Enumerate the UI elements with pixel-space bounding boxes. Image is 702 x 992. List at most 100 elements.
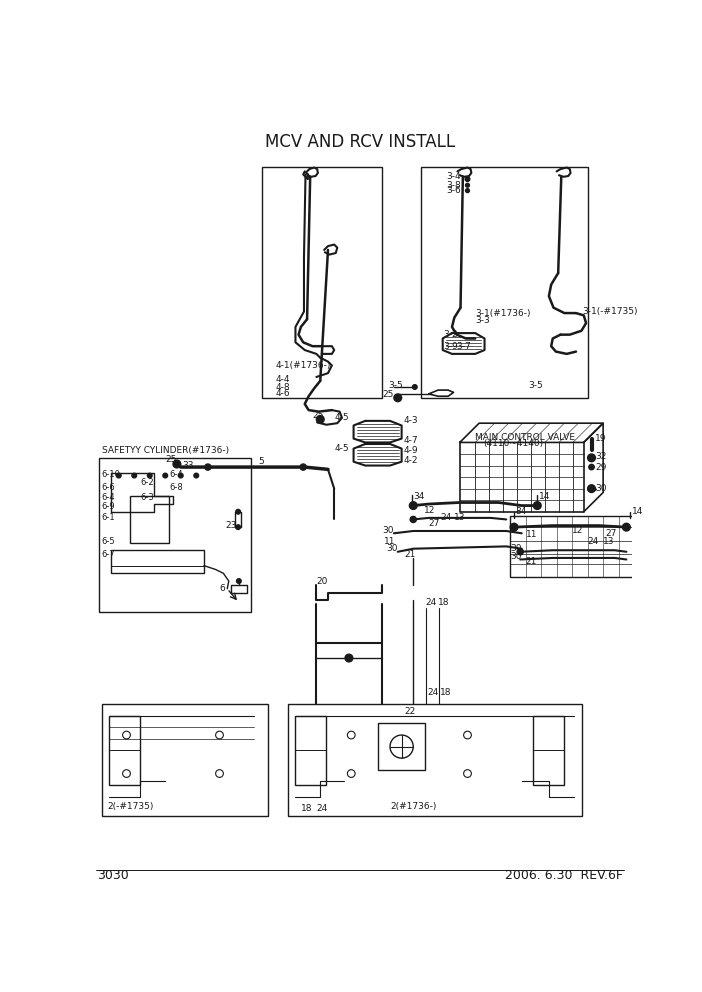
Text: 6-8: 6-8 bbox=[169, 482, 183, 492]
Bar bbox=[110, 716, 140, 785]
Bar bbox=[262, 167, 383, 398]
Text: 14: 14 bbox=[632, 507, 643, 516]
Circle shape bbox=[413, 385, 417, 389]
Text: 6-9: 6-9 bbox=[102, 502, 115, 511]
Text: 4-9: 4-9 bbox=[404, 445, 418, 454]
Circle shape bbox=[588, 454, 595, 461]
Text: 25: 25 bbox=[312, 411, 324, 420]
Text: 24: 24 bbox=[425, 598, 437, 607]
Text: SAFETYY CYLINDER(#1736-): SAFETYY CYLINDER(#1736-) bbox=[102, 445, 229, 454]
Text: 5: 5 bbox=[258, 457, 264, 466]
Circle shape bbox=[237, 578, 241, 583]
Text: 30: 30 bbox=[386, 545, 397, 554]
Text: 4-5: 4-5 bbox=[334, 414, 349, 423]
Text: 6-7: 6-7 bbox=[102, 550, 115, 558]
Text: 4-3: 4-3 bbox=[404, 417, 418, 426]
Text: 24: 24 bbox=[440, 514, 451, 523]
Text: 21: 21 bbox=[526, 558, 537, 566]
Text: 27: 27 bbox=[429, 519, 440, 528]
Text: 18: 18 bbox=[440, 688, 452, 697]
Text: 30: 30 bbox=[383, 527, 394, 536]
Text: 3-3: 3-3 bbox=[475, 316, 490, 325]
Text: 6-2: 6-2 bbox=[140, 478, 154, 487]
Circle shape bbox=[163, 473, 168, 478]
Text: 24: 24 bbox=[428, 688, 439, 697]
Bar bbox=[534, 716, 564, 785]
Text: 22: 22 bbox=[404, 707, 415, 716]
Text: 3-2: 3-2 bbox=[444, 330, 458, 339]
Text: 25: 25 bbox=[383, 390, 394, 399]
Text: 6-5: 6-5 bbox=[102, 537, 115, 546]
Circle shape bbox=[236, 510, 240, 514]
Bar bbox=[510, 516, 649, 577]
Circle shape bbox=[410, 517, 416, 523]
Circle shape bbox=[623, 524, 630, 531]
Text: 18: 18 bbox=[438, 598, 449, 607]
Circle shape bbox=[132, 473, 137, 478]
Text: 3-6: 3-6 bbox=[446, 186, 461, 195]
Text: 4-6: 4-6 bbox=[275, 390, 290, 399]
Bar bbox=[131, 496, 169, 543]
Text: 13: 13 bbox=[453, 514, 465, 523]
Circle shape bbox=[465, 184, 470, 187]
Text: 13: 13 bbox=[603, 537, 615, 546]
Circle shape bbox=[147, 473, 152, 478]
Text: 3-9: 3-9 bbox=[444, 341, 458, 351]
Text: 3-1(-#1735): 3-1(-#1735) bbox=[582, 308, 637, 316]
Text: 20: 20 bbox=[317, 576, 328, 585]
Bar bbox=[288, 704, 582, 815]
Circle shape bbox=[205, 464, 211, 470]
Text: 4-5: 4-5 bbox=[334, 444, 349, 453]
Text: 21: 21 bbox=[404, 550, 416, 558]
Text: MCV AND RCV INSTALL: MCV AND RCV INSTALL bbox=[265, 133, 455, 151]
Circle shape bbox=[465, 177, 470, 182]
Circle shape bbox=[517, 549, 523, 555]
Text: 2006. 6.30  REV.6F: 2006. 6.30 REV.6F bbox=[505, 869, 623, 883]
Text: 11: 11 bbox=[526, 531, 537, 540]
Text: 4-1(#1736-): 4-1(#1736-) bbox=[275, 361, 331, 370]
Text: 32: 32 bbox=[595, 451, 607, 461]
Circle shape bbox=[178, 473, 183, 478]
Text: 3-8: 3-8 bbox=[446, 181, 461, 189]
Text: (4110~4140): (4110~4140) bbox=[483, 439, 543, 448]
Text: 3-1(#1736-): 3-1(#1736-) bbox=[475, 309, 531, 317]
Text: 6: 6 bbox=[220, 584, 225, 593]
Bar bbox=[378, 723, 425, 770]
Text: 24: 24 bbox=[317, 804, 328, 812]
Bar bbox=[421, 167, 588, 398]
Text: 34: 34 bbox=[413, 492, 425, 501]
Text: 24: 24 bbox=[588, 537, 599, 546]
Text: 2(#1736-): 2(#1736-) bbox=[390, 803, 437, 811]
Circle shape bbox=[588, 485, 595, 492]
Text: 3-5: 3-5 bbox=[528, 381, 543, 390]
Text: 14: 14 bbox=[539, 492, 550, 501]
Text: 27: 27 bbox=[605, 529, 617, 538]
Text: 6-10: 6-10 bbox=[102, 470, 121, 479]
Circle shape bbox=[534, 502, 541, 510]
Text: 30: 30 bbox=[510, 552, 522, 560]
Text: 4-7: 4-7 bbox=[404, 436, 418, 445]
Text: 3-4: 3-4 bbox=[446, 173, 461, 182]
Text: 34: 34 bbox=[515, 507, 527, 516]
Text: 25: 25 bbox=[165, 455, 177, 464]
Text: 6-4: 6-4 bbox=[102, 493, 115, 502]
Text: 12: 12 bbox=[424, 506, 435, 515]
Circle shape bbox=[589, 464, 594, 470]
Text: 6-1: 6-1 bbox=[102, 514, 115, 523]
Circle shape bbox=[394, 394, 402, 402]
Text: 3030: 3030 bbox=[97, 869, 128, 883]
Text: MAIN CONTROL VALVE: MAIN CONTROL VALVE bbox=[475, 433, 575, 441]
Text: 6-4: 6-4 bbox=[169, 470, 183, 479]
Circle shape bbox=[409, 502, 417, 510]
Text: 4-4: 4-4 bbox=[275, 375, 290, 384]
Bar bbox=[100, 458, 251, 612]
Circle shape bbox=[345, 654, 353, 662]
Circle shape bbox=[194, 473, 199, 478]
Text: 3-5: 3-5 bbox=[388, 381, 403, 390]
Text: 29: 29 bbox=[595, 462, 607, 471]
Bar bbox=[111, 551, 204, 573]
Bar bbox=[102, 704, 268, 815]
Circle shape bbox=[510, 524, 518, 531]
Bar bbox=[296, 716, 326, 785]
Text: 6-3: 6-3 bbox=[140, 493, 154, 502]
